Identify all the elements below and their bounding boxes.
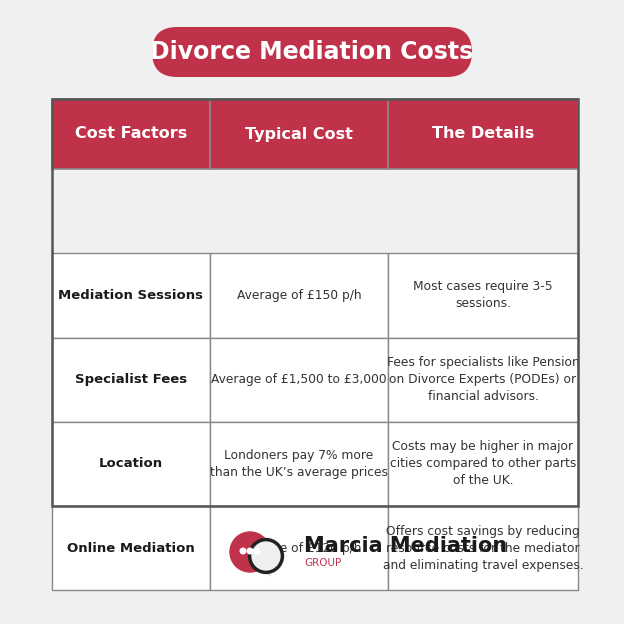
Circle shape (247, 548, 253, 554)
Text: Offers cost savings by reducing
resource costs for the mediator
and eliminating : Offers cost savings by reducing resource… (383, 525, 583, 572)
Text: Average of £150 p/h: Average of £150 p/h (236, 289, 361, 302)
Text: Mediation Sessions: Mediation Sessions (59, 289, 203, 302)
Circle shape (230, 532, 270, 572)
Bar (52, 338, 210, 422)
Bar (388, 253, 578, 338)
Polygon shape (260, 566, 272, 577)
Text: Londoners pay 7% more
than the UK’s average prices: Londoners pay 7% more than the UK’s aver… (210, 449, 388, 479)
Circle shape (240, 548, 246, 554)
Bar (52, 506, 210, 590)
Bar (388, 99, 578, 169)
Bar (388, 506, 578, 590)
Text: Divorce Mediation Costs: Divorce Mediation Costs (150, 40, 474, 64)
Bar (210, 99, 388, 169)
Text: Location: Location (99, 457, 163, 470)
Bar (52, 422, 210, 506)
Text: GROUP: GROUP (304, 558, 341, 568)
Text: Average of £120 p/h: Average of £120 p/h (236, 542, 361, 555)
Bar (52, 99, 210, 169)
Circle shape (250, 540, 283, 572)
Bar (210, 506, 388, 590)
FancyBboxPatch shape (152, 27, 472, 77)
Bar (210, 253, 388, 338)
Text: Specialist Fees: Specialist Fees (75, 373, 187, 386)
Bar (52, 253, 210, 338)
Text: The Details: The Details (432, 127, 534, 142)
Bar (210, 338, 388, 422)
Text: Online Mediation: Online Mediation (67, 542, 195, 555)
Text: Most cases require 3-5
sessions.: Most cases require 3-5 sessions. (413, 280, 553, 310)
Text: Cost Factors: Cost Factors (75, 127, 187, 142)
Bar (388, 422, 578, 506)
Text: Costs may be higher in major
cities compared to other parts
of the UK.: Costs may be higher in major cities comp… (390, 441, 576, 487)
Text: Marcia Mediation: Marcia Mediation (304, 536, 507, 556)
Text: Average of £1,500 to £3,000: Average of £1,500 to £3,000 (211, 373, 387, 386)
Bar (210, 422, 388, 506)
Text: Typical Cost: Typical Cost (245, 127, 353, 142)
Text: Fees for specialists like Pension
on Divorce Experts (PODEs) or
financial adviso: Fees for specialists like Pension on Div… (387, 356, 579, 403)
Bar (52, 99, 578, 506)
Circle shape (254, 548, 260, 554)
Bar (388, 338, 578, 422)
